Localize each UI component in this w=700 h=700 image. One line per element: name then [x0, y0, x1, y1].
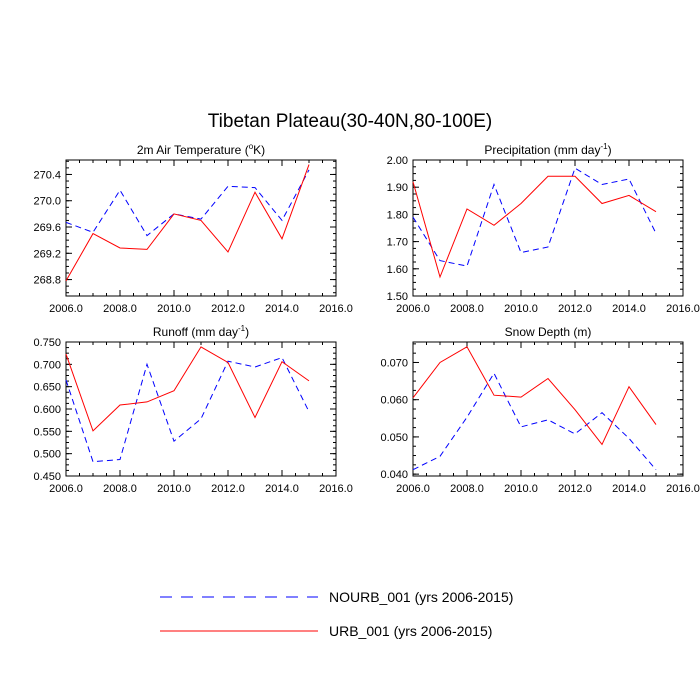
x-tick-label: 2010.0 — [157, 483, 191, 495]
legend-item: NOURB_001 (yrs 2006-2015) — [160, 589, 513, 605]
x-tick-label: 2010.0 — [157, 303, 191, 315]
series-nourb-line — [65, 169, 310, 237]
legend-item: URB_001 (yrs 2006-2015) — [160, 623, 492, 639]
figure-title: Tibetan Plateau(30-40N,80-100E) — [208, 111, 492, 132]
panel-title: Snow Depth (m) — [505, 325, 592, 339]
y-tick-label: 269.2 — [33, 248, 61, 260]
x-tick-label: 2016.0 — [319, 483, 353, 495]
y-tick-label: 0.070 — [380, 357, 408, 369]
y-tick-label: 0.550 — [33, 426, 61, 438]
y-tick-label: 0.040 — [380, 469, 408, 481]
x-tick-label: 2006.0 — [396, 303, 430, 315]
x-tick-label: 2012.0 — [211, 483, 245, 495]
plot-frame — [412, 341, 684, 477]
x-tick-label: 2012.0 — [211, 303, 245, 315]
panel-snow-depth: Snow Depth (m) 2006.0 2008.0 2010.0 2012.0 20… — [380, 325, 699, 495]
panel-runoff: Runoff (mm day-1) 2006.0 2008.0 2010.0 2012.… — [33, 324, 352, 495]
x-tick-label: 2006.0 — [49, 483, 83, 495]
x-tick-label: 2006.0 — [396, 483, 430, 495]
y-tick-label: 270.0 — [33, 196, 61, 208]
y-tick-label: 1.50 — [387, 291, 408, 303]
panel-precipitation: Precipitation (mm day-1) 2006.0 2008.0 2010… — [387, 142, 700, 315]
y-tick-label: 270.4 — [33, 169, 61, 181]
y-tick-label: 2.00 — [387, 155, 408, 167]
y-tick-label: 0.060 — [380, 395, 408, 407]
y-tick-label: 0.600 — [33, 404, 61, 416]
y-tick-label: 0.700 — [33, 359, 61, 371]
x-tick-label: 2012.0 — [558, 303, 592, 315]
series-nourb-line — [412, 167, 657, 267]
series-urb-line — [412, 175, 657, 279]
series-nourb-line — [65, 356, 310, 463]
plot-frame — [65, 341, 337, 477]
x-tick-label: 2006.0 — [49, 303, 83, 315]
x-tick-label: 2014.0 — [265, 303, 299, 315]
panels-group: 2m Air Temperature (oK) 2006.0 2008.0 2010.… — [33, 142, 699, 495]
x-tick-label: 2008.0 — [450, 483, 484, 495]
y-tick-label: 268.8 — [33, 275, 61, 287]
y-tick-label: 0.750 — [33, 337, 61, 349]
x-tick-label: 2008.0 — [103, 483, 137, 495]
y-tick-label: 1.60 — [387, 264, 408, 276]
legend-label: NOURB_001 (yrs 2006-2015) — [329, 589, 513, 605]
y-tick-label: 269.6 — [33, 222, 61, 234]
legend-label: URB_001 (yrs 2006-2015) — [329, 623, 492, 639]
series-urb-line — [65, 164, 310, 282]
x-tick-label: 2010.0 — [504, 483, 538, 495]
x-tick-label: 2016.0 — [666, 303, 700, 315]
y-tick-label: 0.450 — [33, 471, 61, 483]
x-tick-label: 2010.0 — [504, 303, 538, 315]
x-tick-label: 2014.0 — [612, 483, 646, 495]
panel-title: Precipitation (mm day-1) — [484, 142, 611, 157]
series-nourb-line — [412, 372, 657, 471]
x-tick-label: 2016.0 — [319, 303, 353, 315]
x-tick-label: 2008.0 — [450, 303, 484, 315]
panel-title: Runoff (mm day-1) — [153, 324, 249, 339]
y-tick-label: 0.650 — [33, 382, 61, 394]
y-tick-label: 0.500 — [33, 449, 61, 461]
legend: NOURB_001 (yrs 2006-2015) URB_001 (yrs 20… — [160, 589, 513, 639]
x-tick-label: 2012.0 — [558, 483, 592, 495]
y-tick-label: 1.90 — [387, 182, 408, 194]
x-tick-label: 2008.0 — [103, 303, 137, 315]
y-tick-label: 1.70 — [387, 237, 408, 249]
plot-frame — [65, 159, 337, 297]
x-tick-label: 2014.0 — [265, 483, 299, 495]
y-tick-label: 0.050 — [380, 432, 408, 444]
panel-air-temperature: 2m Air Temperature (oK) 2006.0 2008.0 2010.… — [33, 142, 352, 315]
x-tick-label: 2014.0 — [612, 303, 646, 315]
x-tick-label: 2016.0 — [666, 483, 700, 495]
y-tick-label: 1.80 — [387, 209, 408, 221]
plot-frame — [412, 159, 684, 297]
panel-title: 2m Air Temperature (oK) — [137, 142, 265, 157]
series-urb-line — [65, 346, 310, 432]
series-urb-line — [412, 346, 657, 446]
